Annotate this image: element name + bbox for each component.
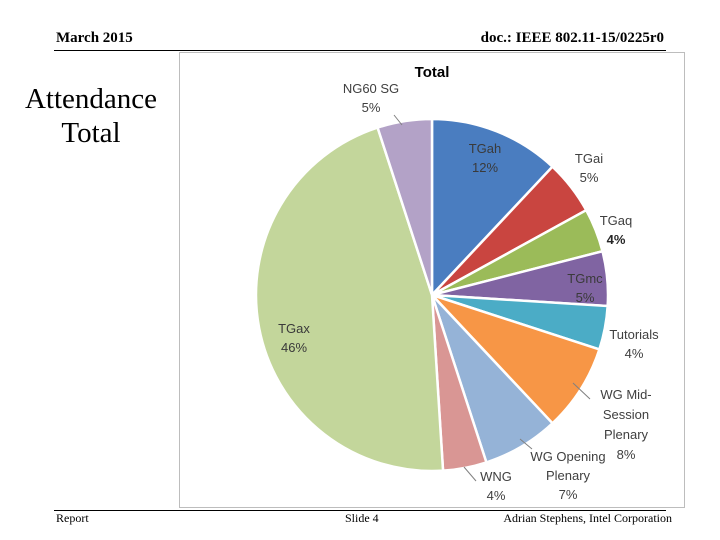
slice-label-tutorials: Tutorials 4%: [609, 327, 659, 361]
header-rule: [54, 50, 666, 51]
slice-label-tgax: TGax 46%: [278, 321, 310, 355]
leader-line-wg-opening-plenary: [519, 438, 533, 450]
chart-title: Total: [415, 64, 450, 81]
slice-label-wg-mid-session-plenary: WG Mid-Session Plenary 8%: [600, 387, 651, 462]
footer-slide-number: Slide 4: [345, 511, 379, 525]
pie-slices: [254, 117, 610, 473]
leader-line-wg-mid-session-plenary: [572, 382, 591, 400]
leader-line-ng60-sg: [393, 114, 403, 126]
footer-left: Report: [56, 511, 89, 525]
slice-label-tgmc: TGmc 5%: [567, 271, 603, 305]
footer-rule: [54, 510, 666, 511]
slice-label-ng60-sg: NG60 SG 5%: [343, 81, 399, 115]
pie-slice-wg-mid-session-plenary: [431, 293, 601, 426]
slice-label-wg-opening-plenary: WG Opening Plenary 7%: [530, 449, 605, 502]
pie-slice-ng60-sg: [376, 117, 434, 296]
slide-title: Attendance Total: [8, 82, 174, 150]
leader-line-wng: [463, 466, 477, 482]
header-doc-id: doc.: IEEE 802.11-15/0225r0: [480, 30, 664, 46]
pie-chart: Total TGah 12% TGai 5% TGaq 4% TGmc 5%Tutorials…: [254, 64, 659, 503]
slide-title-line2: Total: [61, 117, 121, 149]
leader-lines: [393, 114, 591, 482]
header-date: March 2015: [56, 30, 133, 46]
slide-title-line1: Attendance: [24, 83, 158, 115]
footer-author: Adrian Stephens, Intel Corporation: [503, 511, 672, 525]
chart-frame: Total TGah 12% TGai 5% TGaq 4% TGmc 5% Tutorials…: [179, 52, 685, 508]
slice-labels: TGah 12% TGai 5% TGaq 4% TGmc 5%Tutorials 4% WG M…: [278, 81, 659, 503]
slice-label-tgaq: TGaq 4%: [600, 213, 633, 247]
pie-slice-tgax: [254, 126, 445, 473]
pie-slice-tgah: [430, 117, 555, 299]
slice-label-tgai: TGai 5%: [575, 151, 603, 185]
slice-label-wng: WNG 4%: [480, 469, 512, 503]
slice-label-tgah: TGah 12%: [469, 141, 502, 175]
